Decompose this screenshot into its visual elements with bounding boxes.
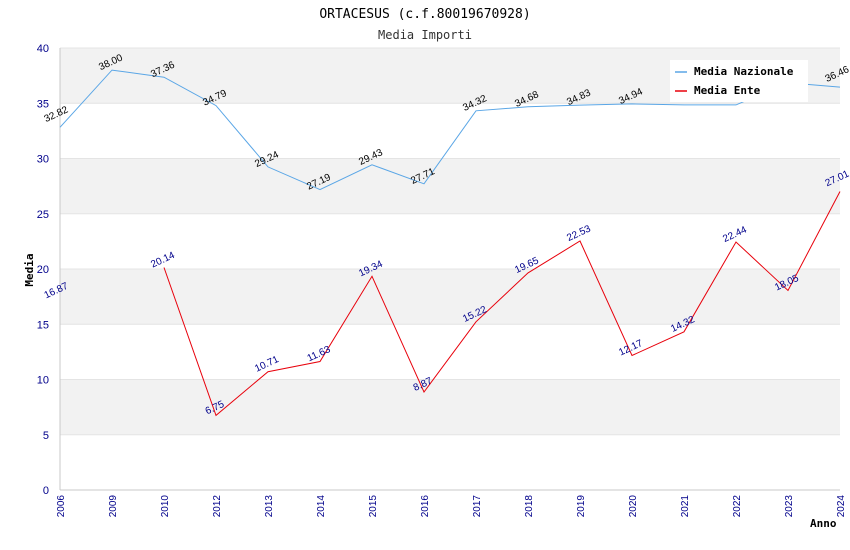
y-tick-label: 25	[37, 209, 49, 221]
x-tick-label: 2021	[680, 495, 691, 518]
x-tick-label: 2009	[108, 495, 119, 518]
chart-subtitle: Media Importi	[378, 28, 472, 42]
grid-band	[60, 269, 840, 325]
legend: Media Nazionale Media Ente	[670, 60, 808, 102]
series-line-media-ente	[163, 191, 841, 417]
x-tick-labels: 2006 2009 2010 2012 2013 2014 2015 2016 2017 2018…	[56, 495, 847, 518]
y-tick-label: 30	[37, 154, 49, 166]
x-tick-label: 2023	[784, 495, 795, 518]
y-tick-label: 0	[43, 485, 49, 497]
y-tick-label: 5	[43, 430, 49, 442]
x-tick-label: 2014	[316, 495, 327, 518]
data-label: 20.14	[149, 250, 177, 271]
y-tick-label: 20	[37, 264, 49, 276]
background-bands	[60, 48, 840, 435]
x-tick-label: 2018	[524, 495, 535, 518]
series-line-media-nazionale	[59, 69, 841, 191]
x-tick-label: 2013	[264, 495, 275, 518]
y-tick-label: 35	[37, 98, 49, 110]
grid-band	[60, 379, 840, 435]
y-tick-label: 10	[37, 375, 49, 387]
series-lines	[59, 69, 841, 417]
legend-box	[670, 60, 808, 102]
y-tick-label: 15	[37, 319, 49, 331]
x-tick-label: 2024	[836, 495, 847, 518]
y-tick-label: 40	[37, 43, 49, 55]
y-axis-label: Media	[23, 253, 36, 286]
grid-band	[60, 158, 840, 214]
x-tick-label: 2015	[368, 495, 379, 518]
legend-label-media-nazionale: Media Nazionale	[694, 65, 794, 78]
y-tick-labels: 0 5 10 15 20 25 30 35 40	[37, 43, 49, 497]
x-tick-label: 2012	[212, 495, 223, 518]
x-tick-label: 2022	[732, 495, 743, 518]
x-tick-label: 2020	[628, 495, 639, 518]
data-label: 22.53	[565, 223, 593, 244]
data-label: 10.71	[253, 354, 281, 375]
legend-label-media-ente: Media Ente	[694, 84, 761, 97]
x-tick-label: 2019	[576, 495, 587, 518]
chart-title: ORTACESUS (c.f.80019670928)	[319, 7, 530, 22]
data-label: 12.17	[617, 338, 645, 359]
x-tick-label: 2017	[472, 495, 483, 518]
x-axis-label: Anno	[810, 517, 837, 530]
grid-lines	[60, 47, 840, 436]
x-tick-label: 2006	[56, 495, 67, 518]
x-tick-label: 2010	[160, 495, 171, 518]
data-label: 22.44	[721, 224, 749, 245]
x-tick-label: 2016	[420, 495, 431, 518]
